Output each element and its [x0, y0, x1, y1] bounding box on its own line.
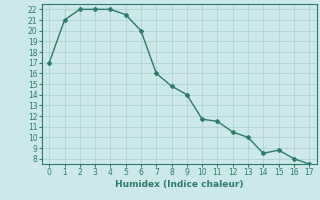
X-axis label: Humidex (Indice chaleur): Humidex (Indice chaleur)	[115, 180, 244, 189]
